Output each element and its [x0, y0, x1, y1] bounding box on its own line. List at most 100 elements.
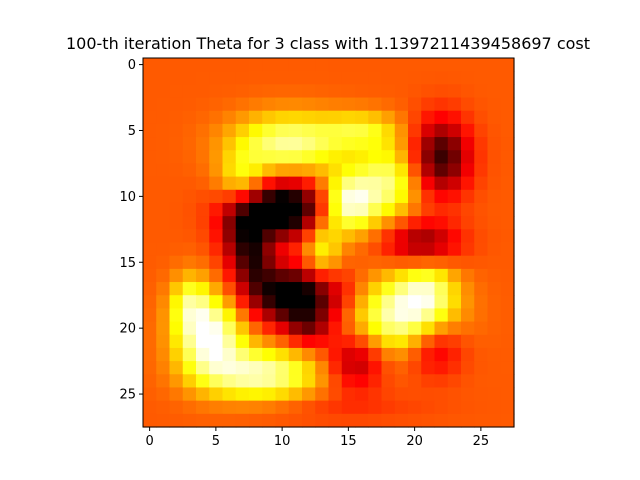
heatmap-cell: [341, 347, 356, 362]
heatmap-cell: [500, 255, 515, 270]
heatmap-cell: [169, 268, 184, 283]
heatmap-cell: [368, 110, 383, 125]
heatmap-cell: [461, 334, 475, 349]
heatmap-cell: [182, 413, 197, 428]
heatmap-cell: [328, 413, 343, 428]
heatmap-cell: [474, 400, 489, 415]
heatmap-cell: [408, 334, 422, 349]
heatmap-cell: [447, 347, 462, 362]
heatmap-cell: [381, 150, 396, 165]
heatmap-cell: [143, 189, 157, 204]
heatmap-cell: [421, 361, 436, 375]
heatmap-cell: [328, 268, 343, 283]
heatmap-cell: [209, 268, 224, 283]
heatmap-cell: [222, 413, 237, 428]
heatmap-cell: [143, 216, 157, 230]
heatmap-cell: [156, 321, 171, 336]
heatmap-cell: [394, 268, 409, 283]
heatmap-cell: [222, 282, 237, 296]
heatmap-cell: [368, 282, 383, 296]
heatmap-cell: [447, 387, 462, 402]
heatmap-cell: [381, 308, 396, 323]
heatmap-cell: [328, 176, 343, 191]
heatmap-cell: [328, 374, 343, 389]
heatmap-cell: [169, 84, 184, 99]
heatmap-cell: [461, 58, 475, 72]
heatmap-cell: [249, 255, 263, 270]
heatmap-cell: [315, 268, 330, 283]
y-tick-label: 0: [128, 58, 136, 73]
heatmap-cell: [196, 110, 210, 125]
heatmap-cell: [474, 361, 489, 375]
heatmap-cell: [302, 189, 316, 204]
heatmap-cell: [421, 58, 436, 72]
heatmap-cell: [487, 189, 502, 204]
heatmap-cell: [434, 413, 449, 428]
heatmap-cell: [262, 58, 277, 72]
heatmap-cell: [315, 387, 330, 402]
heatmap-cell: [262, 334, 277, 349]
heatmap-cell: [355, 242, 369, 257]
heatmap-cell: [421, 268, 436, 283]
heatmap-cell: [461, 71, 475, 85]
heatmap-cell: [341, 71, 356, 85]
heatmap-cell: [315, 413, 330, 428]
heatmap-cell: [368, 255, 383, 270]
heatmap-cell: [500, 176, 515, 191]
heatmap-cell: [169, 97, 184, 112]
heatmap-cell: [288, 374, 303, 389]
heatmap-cell: [315, 123, 330, 138]
heatmap-cell: [408, 321, 422, 336]
heatmap-cell: [222, 255, 237, 270]
heatmap-cell: [209, 71, 224, 85]
heatmap-cell: [500, 163, 515, 178]
heatmap-cell: [500, 229, 515, 244]
y-tick-label: 15: [119, 256, 136, 271]
heatmap-cell: [474, 334, 489, 349]
heatmap-cell: [487, 347, 502, 362]
heatmap-cell: [355, 361, 369, 375]
heatmap-cell: [461, 84, 475, 99]
heatmap-cell: [302, 71, 316, 85]
heatmap-cell: [315, 84, 330, 99]
heatmap-cell: [434, 123, 449, 138]
heatmap-cell: [368, 400, 383, 415]
heatmap-cell: [434, 295, 449, 309]
heatmap-cell: [209, 334, 224, 349]
heatmap-cell: [487, 137, 502, 151]
heatmap-cell: [421, 202, 436, 217]
heatmap-cell: [196, 308, 210, 323]
heatmap-cell: [368, 123, 383, 138]
heatmap-cell: [222, 268, 237, 283]
heatmap-cell: [315, 150, 330, 165]
heatmap-cell: [249, 176, 263, 191]
y-tick-label: 5: [128, 124, 136, 139]
heatmap-cell: [288, 321, 303, 336]
heatmap-cell: [182, 387, 197, 402]
heatmap-cell: [474, 308, 489, 323]
heatmap-cell: [196, 189, 210, 204]
heatmap-cell: [196, 202, 210, 217]
heatmap-cell: [262, 268, 277, 283]
heatmap-cell: [461, 268, 475, 283]
heatmap-cell: [341, 334, 356, 349]
heatmap-cell: [394, 361, 409, 375]
heatmap-cell: [474, 374, 489, 389]
heatmap-cell: [288, 97, 303, 112]
heatmap-cell: [500, 189, 515, 204]
heatmap-cell: [249, 163, 263, 178]
x-tick-label: 15: [340, 434, 357, 449]
heatmap-cell: [196, 321, 210, 336]
heatmap-cell: [222, 295, 237, 309]
heatmap-cell: [288, 268, 303, 283]
heatmap-cell: [143, 97, 157, 112]
heatmap-cell: [421, 176, 436, 191]
heatmap-cell: [487, 374, 502, 389]
axes-frame: [142, 57, 515, 428]
heatmap-cell: [196, 334, 210, 349]
heatmap-cell: [156, 189, 171, 204]
heatmap-cell: [408, 150, 422, 165]
heatmap-cell: [262, 321, 277, 336]
heatmap-cell: [381, 400, 396, 415]
heatmap-cell: [341, 216, 356, 230]
